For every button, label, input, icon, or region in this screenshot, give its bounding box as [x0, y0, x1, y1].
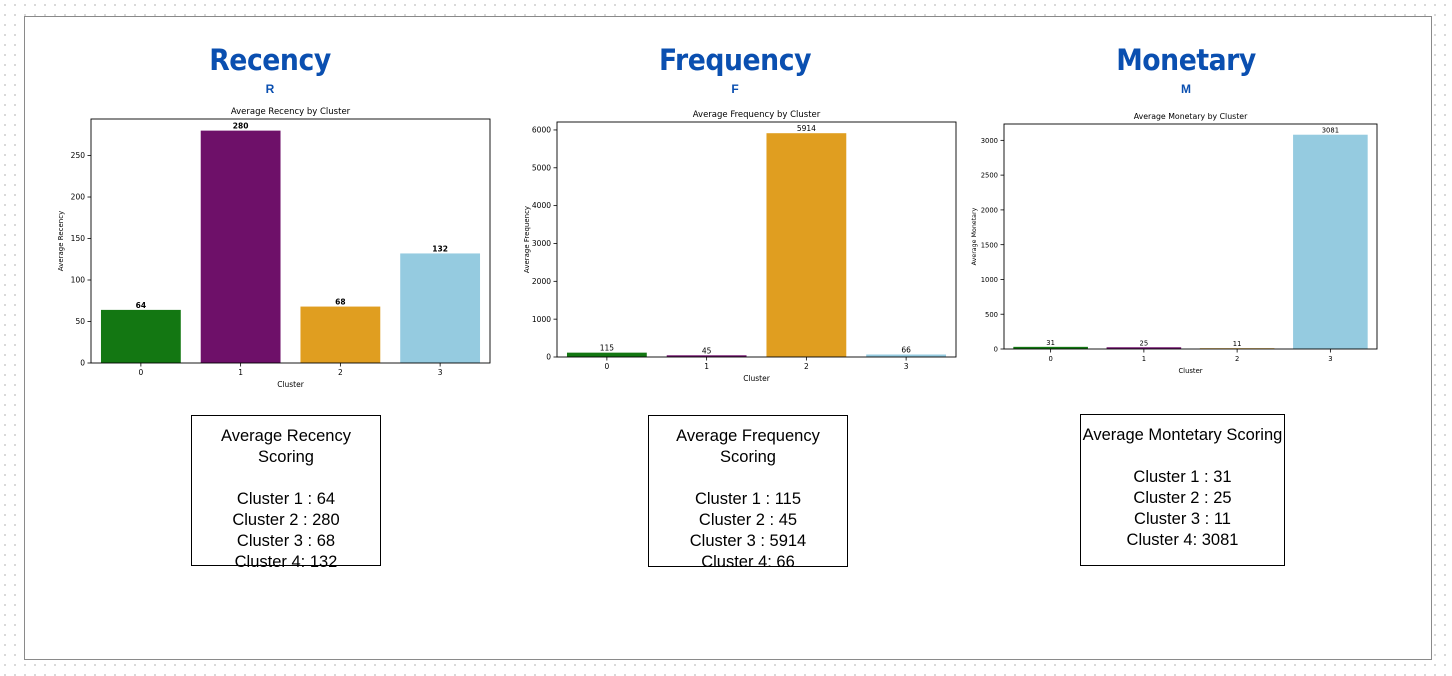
x-tick-label: 0	[1048, 355, 1052, 363]
recency-heading: Recency	[209, 43, 331, 77]
y-tick-label: 3000	[532, 239, 551, 248]
chart-title: Average Monetary by Cluster	[1134, 112, 1248, 121]
dashboard-frame: Recency R Average Recency by Cluster 64 0 2…	[24, 16, 1432, 660]
bar-cluster-1	[200, 130, 281, 363]
x-tick-label: 2	[1235, 355, 1239, 363]
score-line: Cluster 1 : 31	[1133, 468, 1232, 486]
score-line: Cluster 1 : 115	[694, 490, 802, 508]
score-line: Cluster 2 : 25	[1133, 489, 1232, 507]
data-label: 115	[600, 344, 615, 353]
data-label: 68	[335, 298, 345, 307]
y-tick-label: 150	[71, 234, 86, 243]
y-axis-label: Average Monetary	[971, 207, 978, 265]
frequency-score-title: Average Frequency Scoring	[676, 427, 820, 466]
plot-frame	[556, 121, 957, 358]
score-line: Cluster 2 : 45	[698, 511, 798, 529]
data-label: 45	[702, 346, 712, 355]
plot-frame	[1003, 123, 1378, 350]
frequency-heading: Frequency	[658, 43, 812, 77]
y-tick-label: 4000	[532, 201, 551, 210]
data-label: 280	[233, 122, 249, 131]
y-tick-label: 250	[71, 151, 86, 160]
bar-cluster-2	[766, 133, 847, 357]
data-label: 66	[901, 346, 911, 355]
x-tick-label: 3	[1328, 355, 1332, 363]
y-tick-label: 2000	[532, 277, 551, 286]
frequency-score-box: Average Frequency Scoring Cluster 1 : 11…	[648, 415, 848, 571]
monetary-score-box: Average Montetary Scoring Cluster 1 : 31…	[1080, 414, 1285, 566]
plot-frame	[90, 118, 491, 364]
data-label: 25	[1140, 339, 1149, 347]
y-tick-label: 2000	[981, 206, 998, 214]
frequency-chart: Average Frequency by Cluster 115 0 45 1 5914 2…	[523, 110, 957, 383]
y-tick-label: 1500	[981, 241, 998, 249]
x-tick-label: 1	[238, 368, 243, 377]
recency-score-title: Average Recency Scoring	[221, 427, 351, 466]
x-tick-label: 3	[438, 368, 443, 377]
data-label: 11	[1233, 340, 1242, 348]
chart-title: Average Recency by Cluster	[231, 107, 351, 117]
y-tick-label: 500	[985, 311, 998, 319]
x-axis-label: Cluster	[277, 380, 305, 389]
data-label: 64	[136, 301, 146, 310]
bar-cluster-3	[1293, 134, 1368, 349]
monetary-chart: Average Monetary by Cluster3102511123081…	[971, 112, 1378, 375]
score-line: Cluster 3 : 68	[236, 532, 336, 550]
y-tick-label: 100	[71, 276, 86, 285]
y-tick-label: 200	[71, 193, 86, 202]
chart-title: Average Frequency by Cluster	[693, 110, 821, 120]
y-axis-label: Average Frequency	[523, 206, 531, 273]
y-tick-label: 5000	[532, 163, 551, 172]
score-line: Cluster 1 : 64	[236, 490, 336, 508]
x-tick-label: 2	[804, 362, 809, 371]
monetary-score-title: Average Montetary Scoring	[1082, 426, 1283, 444]
y-axis-label: Average Recency	[57, 211, 65, 271]
score-line: Cluster 4: 66	[701, 553, 795, 571]
y-tick-label: 1000	[981, 276, 998, 284]
x-tick-label: 3	[904, 362, 909, 371]
recency-panel: Recency R Average Recency by Cluster 64 0 2…	[55, 17, 491, 657]
x-axis-label: Cluster	[1178, 367, 1202, 375]
x-tick-label: 1	[704, 362, 709, 371]
recency-chart: Average Recency by Cluster 64 0 280 1 68 2 132 3…	[57, 107, 491, 389]
data-label: 5914	[797, 124, 816, 133]
bar-cluster-1	[1106, 347, 1182, 349]
x-tick-label: 1	[1142, 355, 1146, 363]
y-tick-label: 50	[75, 317, 85, 326]
y-tick-label: 0	[80, 359, 85, 368]
score-line: Cluster 3 : 11	[1134, 510, 1231, 528]
monetary-letter: M	[1181, 82, 1191, 96]
y-tick-label: 3000	[981, 137, 998, 145]
x-tick-label: 0	[604, 362, 609, 371]
bar-cluster-0	[100, 309, 181, 363]
x-axis-label: Cluster	[743, 374, 771, 383]
frequency-panel: Frequency F Average Frequency by Cluster…	[520, 17, 960, 657]
y-tick-label: 2500	[981, 172, 998, 180]
bar-cluster-3	[866, 354, 947, 357]
score-line: Cluster 4: 3081	[1126, 531, 1239, 549]
x-tick-label: 0	[138, 368, 143, 377]
y-tick-label: 6000	[532, 126, 551, 135]
x-tick-label: 2	[338, 368, 343, 377]
y-tick-label: 1000	[532, 315, 551, 324]
score-line: Cluster 4: 132	[234, 553, 338, 571]
y-tick-label: 0	[994, 346, 998, 354]
data-label: 3081	[1322, 127, 1339, 135]
bar-cluster-2	[300, 306, 381, 363]
bar-cluster-1	[666, 355, 747, 357]
monetary-panel: Monetary M Average Monetary by Cluster 31…	[970, 17, 1390, 657]
bar-cluster-0	[566, 352, 647, 357]
frequency-letter: F	[731, 82, 739, 96]
score-line: Cluster 3 : 5914	[689, 532, 807, 550]
monetary-heading: Monetary	[1116, 43, 1256, 77]
recency-score-box: Average Recency Scoring Cluster 1 : 64 C…	[191, 415, 381, 571]
data-label: 31	[1046, 339, 1055, 347]
recency-letter: R	[265, 82, 275, 96]
score-line: Cluster 2 : 280	[232, 511, 340, 529]
bar-cluster-0	[1013, 346, 1088, 349]
bar-cluster-3	[400, 253, 481, 363]
data-label: 132	[432, 244, 448, 253]
y-tick-label: 0	[546, 353, 551, 362]
